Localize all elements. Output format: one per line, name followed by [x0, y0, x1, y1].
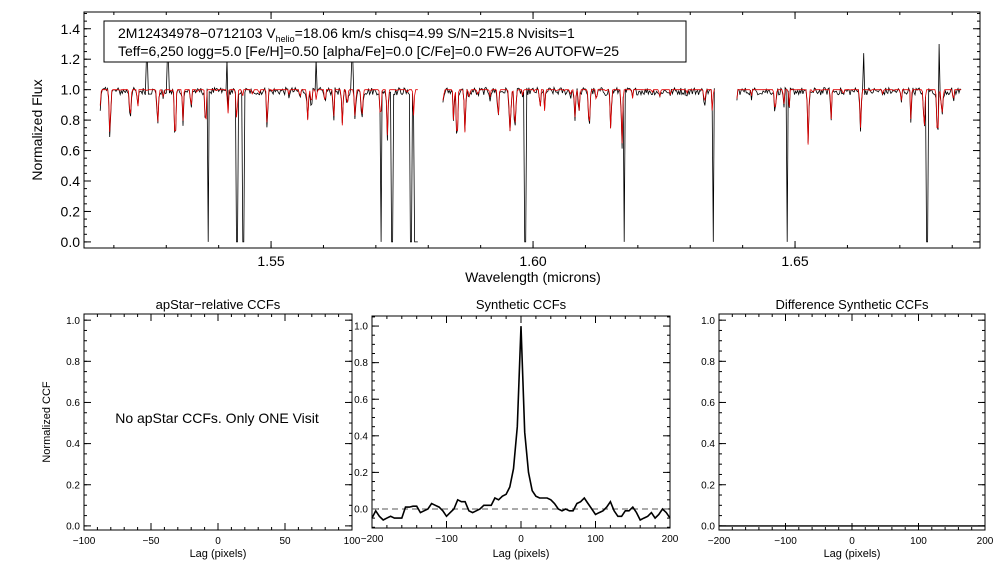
apstar-ccf-x-label: Lag (pixels)	[190, 548, 247, 560]
y-tick-label: 0.8	[66, 357, 80, 368]
x-tick-label: 100	[344, 536, 361, 547]
y-tick-label: 0.6	[66, 398, 80, 409]
info-line-2: Teff=6,250 logg=5.0 [Fe/H]=0.50 [alpha/F…	[118, 43, 619, 59]
x-tick-label: 1.60	[519, 253, 546, 269]
info-line-1: 2M12434978−0712103 Vhelio=18.06 km/s chi…	[118, 25, 575, 44]
model-spectrum-chip-1	[99, 89, 418, 136]
apstar-ccf-title: apStar−relative CCFs	[156, 297, 281, 312]
y-tick-label: 0.2	[701, 480, 715, 491]
model-spectrum-chip-3	[736, 89, 962, 145]
y-tick-label: 1.0	[66, 316, 80, 327]
y-tick-label: 0.6	[354, 395, 368, 406]
y-tick-label: 1.4	[61, 21, 81, 37]
ccf-y-label: Normalized CCF	[41, 381, 53, 463]
model-spectrum-chip-2	[442, 88, 715, 144]
y-tick-label: 0.2	[354, 468, 368, 479]
apstar-ccf-panel: −100 −50 0 50 100 0.0 0.2 0.4 0.6 0.8 1.0	[66, 313, 361, 547]
y-tick-label: 0.6	[701, 398, 715, 409]
y-tick-label: 0.8	[354, 358, 368, 369]
y-tick-label: 0.0	[66, 521, 80, 532]
y-tick-label: 0.4	[354, 431, 368, 442]
y-tick-label: 0.4	[701, 439, 715, 450]
x-tick-label: −50	[143, 536, 160, 547]
y-tick-label: 1.2	[61, 51, 81, 67]
x-tick-label: 0	[215, 536, 221, 547]
y-tick-label: 1.0	[701, 316, 715, 327]
x-tick-label: 0	[518, 534, 524, 545]
y-tick-label: 0.0	[61, 234, 81, 250]
x-tick-label: 200	[662, 534, 679, 545]
y-tick-label: 0.4	[61, 173, 81, 189]
observed-spectrum-chip-1	[99, 58, 418, 243]
x-tick-label: 1.55	[257, 253, 284, 269]
y-tick-label: 0.0	[701, 521, 715, 532]
synthetic-ccf-panel: −200 −100 0 100 200 0.0 0.2 0.4 0.6 0.8 1.0	[354, 315, 679, 545]
y-tick-label: 0.2	[66, 480, 80, 491]
x-tick-label: −100	[774, 536, 797, 547]
difference-ccf-title: Difference Synthetic CCFs	[776, 297, 929, 312]
no-ccf-annotation: No apStar CCFs. Only ONE Visit	[115, 410, 319, 426]
difference-ccf-x-label: Lag (pixels)	[824, 548, 881, 560]
x-tick-label: −100	[435, 534, 458, 545]
x-tick-label: 100	[587, 534, 604, 545]
info-box	[103, 20, 687, 63]
y-tick-label: 1.0	[354, 322, 368, 333]
x-tick-label: −200	[708, 536, 731, 547]
synthetic-ccf-line	[371, 326, 671, 522]
plot-frame	[83, 11, 981, 249]
y-tick-label: 0.8	[61, 112, 81, 128]
x-tick-label: 0	[849, 536, 855, 547]
x-tick-label: −100	[73, 536, 96, 547]
synthetic-ccf-x-label: Lag (pixels)	[493, 548, 550, 560]
spectrum-x-label: Wavelength (microns)	[465, 269, 601, 285]
y-tick-label: 0.0	[354, 505, 368, 516]
x-tick-label: 50	[279, 536, 291, 547]
spectrum-panel: 1.55 1.60 1.65 0.0 0.2 0.4 0.6 0.8 1.0 1.2 1.4	[61, 11, 981, 269]
x-tick-label: 100	[910, 536, 927, 547]
plot-frame	[718, 313, 986, 531]
y-tick-label: 0.6	[61, 143, 81, 159]
x-tick-label: 200	[977, 536, 994, 547]
y-tick-label: 0.2	[61, 203, 81, 219]
y-tick-label: 1.0	[61, 82, 81, 98]
observed-spectrum-chip-2	[442, 85, 715, 243]
y-tick-label: 0.8	[701, 357, 715, 368]
x-tick-label: −200	[361, 534, 384, 545]
y-tick-label: 0.4	[66, 439, 80, 450]
observed-spectrum-chip-3	[736, 43, 962, 243]
x-tick-label: 1.65	[781, 253, 808, 269]
spectrum-y-label: Normalized Flux	[29, 79, 45, 180]
difference-ccf-panel: −200 −100 0 100 200 0.0 0.2 0.4 0.6 0.8 1.0	[701, 313, 994, 547]
synthetic-ccf-title: Synthetic CCFs	[476, 297, 567, 312]
